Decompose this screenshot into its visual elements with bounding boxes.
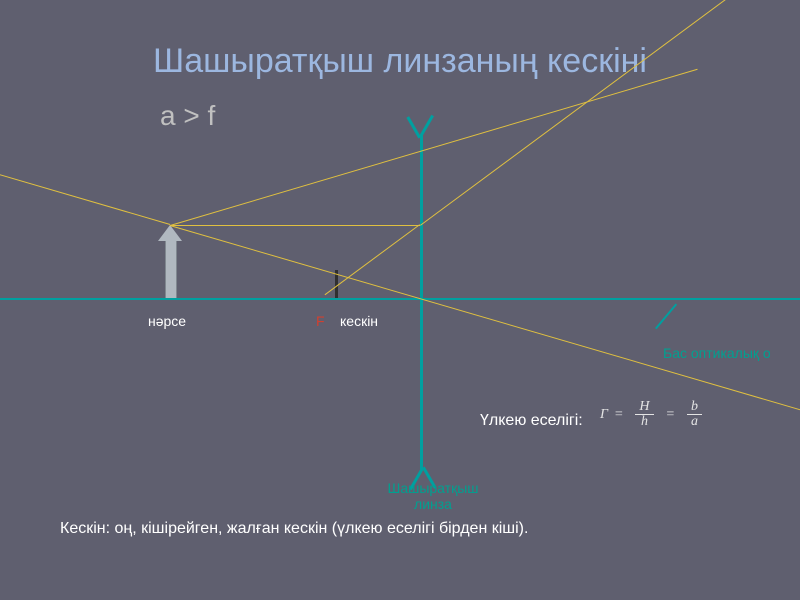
ray <box>170 69 698 226</box>
optical-axis <box>0 298 800 300</box>
formula-frac-ba: b a <box>687 400 702 429</box>
formula-H: H <box>635 400 653 415</box>
condition-text: а > f <box>160 100 215 132</box>
optical-axis-label: Бас оптикалық о <box>663 345 771 361</box>
formula-gamma: Г <box>600 407 608 423</box>
formula-b: b <box>687 400 702 415</box>
formula-frac-hh: H h <box>635 400 653 429</box>
object-arrow-body <box>165 240 177 298</box>
ray <box>420 0 766 226</box>
ray <box>170 225 420 226</box>
lens-label: Шашыратқыш линза <box>373 480 493 512</box>
formula-eq2: = <box>666 407 675 423</box>
lens-top-right-arm <box>419 115 434 137</box>
image-label: кескін <box>340 313 378 329</box>
focal-point-label: F <box>316 313 325 329</box>
object-label: нәрсе <box>148 313 186 329</box>
formula-eq1: = <box>614 407 623 423</box>
formula-a: a <box>687 415 702 429</box>
formula-h: h <box>637 415 652 429</box>
ray <box>0 168 170 225</box>
description-text: Кескін: оң, кішірейген, жалған кескін (ү… <box>60 520 528 538</box>
ray <box>170 225 800 422</box>
axis-pointer-line <box>655 303 677 329</box>
magnification-label: Үлкею еселігі: <box>480 412 583 430</box>
diverging-lens <box>420 135 423 470</box>
page-title: Шашыратқыш линзаның кескіні <box>0 42 800 81</box>
magnification-formula: Г = H h = b a <box>600 400 708 429</box>
